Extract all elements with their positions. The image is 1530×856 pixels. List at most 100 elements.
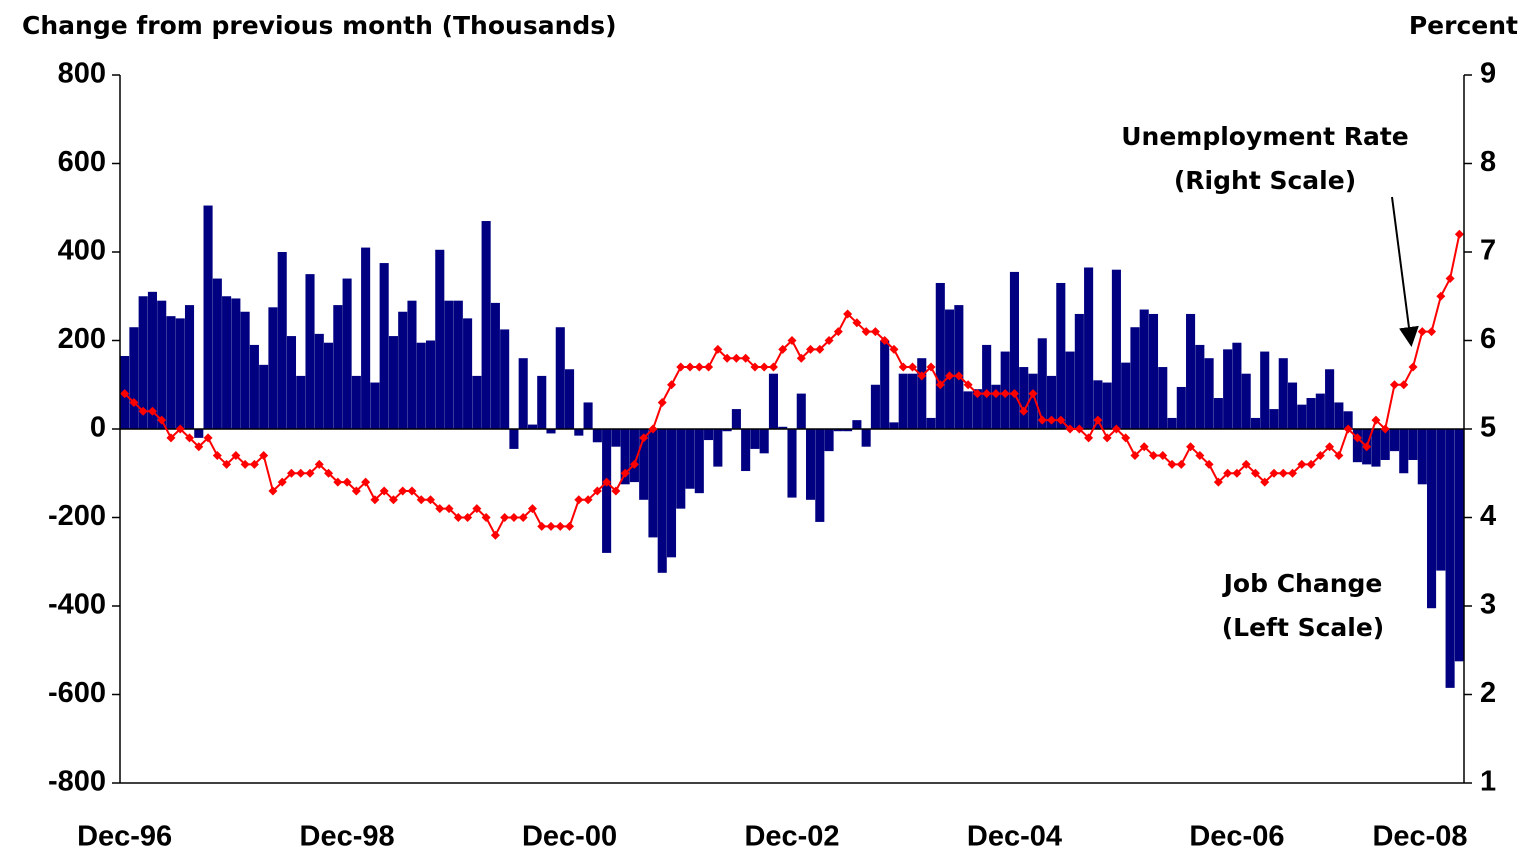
line-marker [1009,389,1019,399]
line-marker [1334,451,1344,461]
line-marker [1176,459,1186,469]
bar [203,205,213,429]
bar [1019,367,1029,429]
bar [546,429,556,434]
bar [1269,409,1279,429]
line-marker [527,504,537,514]
bar [1371,429,1381,467]
bar [259,364,269,429]
line-marker [898,362,908,372]
bar [945,309,955,429]
bar [361,247,371,429]
line-marker [667,380,677,390]
line-marker [500,513,510,522]
bar [1056,282,1066,429]
bar [870,384,880,429]
bar [1158,367,1168,429]
bar [861,429,871,447]
bar [166,316,176,429]
bar [518,358,528,429]
bar [1121,362,1131,429]
line-marker [314,459,324,469]
bar [1167,417,1177,429]
line-marker [1028,389,1038,399]
bar [1260,351,1270,429]
bar [880,340,890,429]
line-marker [370,495,380,505]
line-marker [759,362,769,372]
bar [212,278,222,429]
bar [1389,429,1400,452]
line-marker [1223,468,1233,478]
line-marker [296,468,306,478]
line-marker [1084,433,1094,443]
bar [1232,342,1242,429]
bar [722,429,732,432]
line-marker [1417,327,1427,337]
bar [731,409,741,429]
annotation: (Right Scale) [1174,166,1356,195]
bar [824,429,834,452]
line-marker [120,389,130,399]
bar [648,429,658,538]
bar [639,429,649,500]
line-marker [750,362,760,372]
annotation: Job Change [1222,569,1383,598]
annotation: (Left Scale) [1222,613,1385,642]
line-marker [1019,406,1029,416]
bar [1278,358,1288,429]
line-marker [833,327,843,337]
line-marker [815,344,825,354]
line-marker [1315,451,1325,461]
bar [1204,358,1214,429]
line-marker [453,513,463,522]
line-marker [1195,451,1205,461]
line-marker [1121,433,1131,443]
line-marker [1102,433,1112,443]
bar [286,336,297,429]
line-marker [555,521,565,531]
bar [500,329,510,429]
bar [184,305,195,429]
bar [852,420,862,429]
bar [1084,267,1094,429]
bar [416,342,426,429]
x-tick-label: Dec-02 [744,821,839,853]
bar [991,384,1001,429]
bar [1250,417,1260,429]
line-marker [398,486,408,496]
line-marker [166,433,176,443]
line-marker [870,327,880,337]
line-marker [926,362,936,372]
line-marker [379,486,389,496]
line-marker [954,371,964,381]
bar [1352,429,1362,463]
bar [481,221,491,429]
bar [1093,380,1103,429]
line-marker [1139,442,1149,452]
line-marker [1427,327,1437,337]
bar [1297,404,1307,429]
line-marker [388,495,398,505]
line-marker [722,353,732,363]
bar [537,375,547,429]
bar [472,375,482,429]
bar [898,373,908,429]
line-marker [546,521,556,531]
line-marker [1167,459,1177,469]
line-marker [407,486,417,496]
bar [249,344,259,429]
y2-tick-label: 3 [1480,589,1496,621]
bar [1287,382,1298,429]
bar [768,373,779,429]
line-marker [147,406,157,416]
bar [425,340,436,429]
y2-tick-label: 9 [1480,58,1496,90]
line-marker [481,513,491,522]
line-marker [1074,424,1084,434]
line-marker [509,513,519,522]
bar [138,296,148,429]
line-marker [907,362,917,372]
line-marker [1436,291,1446,301]
bar [750,429,760,449]
